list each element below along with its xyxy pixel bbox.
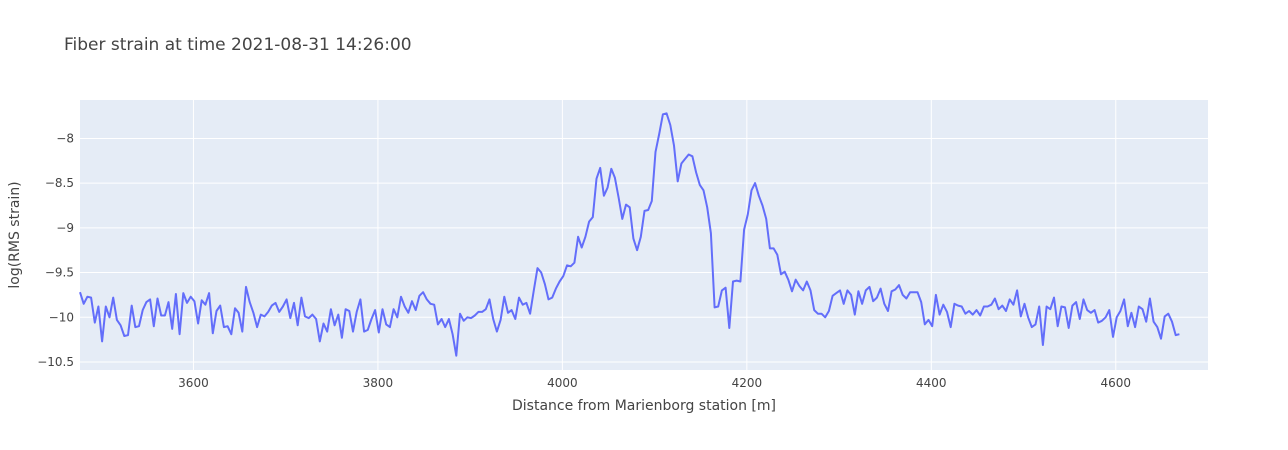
x-tick-label: 3600 [178, 376, 209, 390]
x-tick-label: 4200 [732, 376, 763, 390]
y-tick-label: −9.5 [45, 266, 74, 280]
plot-area [80, 100, 1208, 370]
x-tick-label: 4400 [916, 376, 947, 390]
x-axis-ticks: 3600 3800 4000 4200 4400 4600 [178, 376, 1131, 390]
series-line[interactable] [79, 112, 1180, 357]
x-tick-label: 4600 [1100, 376, 1131, 390]
y-tick-label: −10 [49, 310, 74, 324]
y-tick-label: −8 [56, 131, 74, 145]
chart-title: Fiber strain at time 2021-08-31 14:26:00 [64, 35, 412, 55]
x-tick-label: 3800 [363, 376, 394, 390]
y-axis-ticks: −10.5 −10 −9.5 −9 −8.5 −8 [37, 131, 74, 369]
x-tick-label: 4000 [547, 376, 578, 390]
y-tick-label: −9 [56, 221, 74, 235]
y-tick-label: −8.5 [45, 176, 74, 190]
y-tick-label: −10.5 [37, 355, 74, 369]
y-axis-title: log(RMS strain) [7, 181, 23, 288]
grid [80, 100, 1208, 370]
x-axis-title: Distance from Marienborg station [m] [512, 398, 776, 414]
